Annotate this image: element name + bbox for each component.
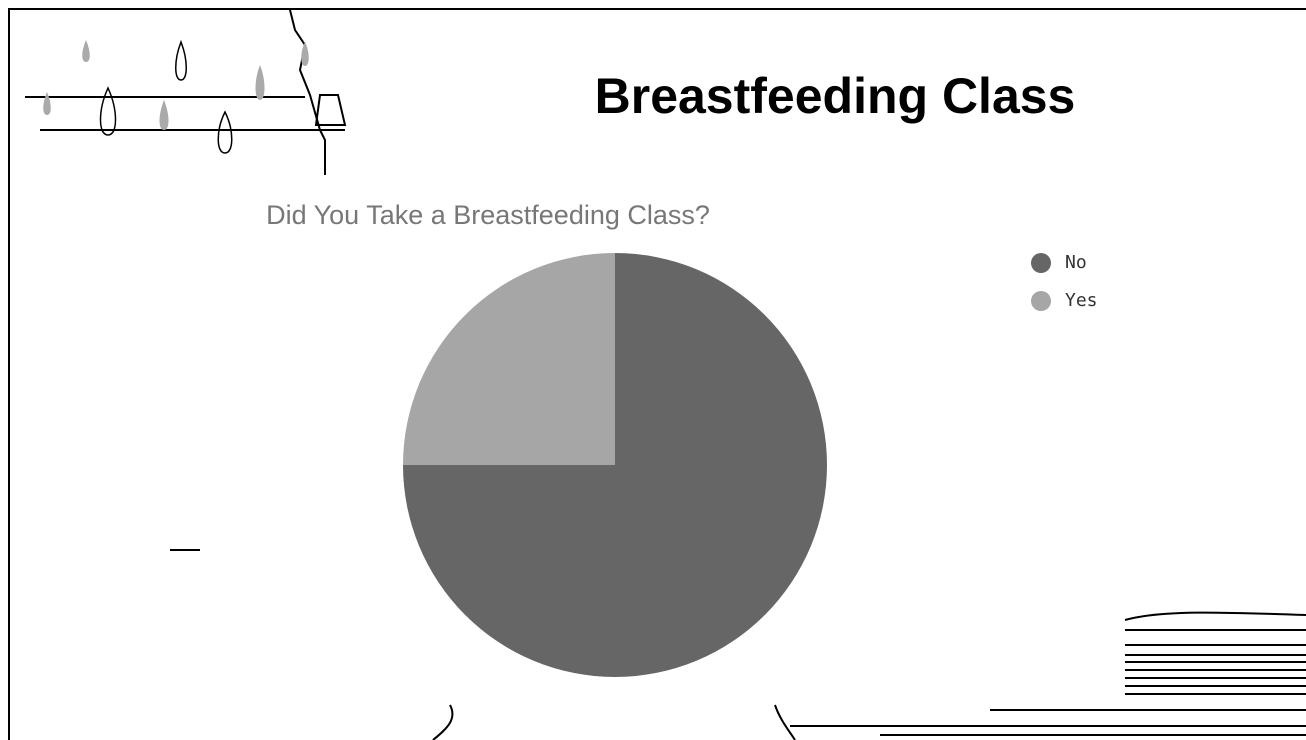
legend-label: Yes [1065,290,1098,311]
legend-label: No [1065,252,1087,273]
slide-title: Breastfeeding Class [595,68,1076,124]
legend-swatch [1031,291,1051,311]
slide: Breastfeeding Class Did You Take a Breas… [0,0,1306,740]
legend-swatch [1031,253,1051,273]
chart-title: Did You Take a Breastfeeding Class? [266,200,710,230]
pie [403,253,827,677]
